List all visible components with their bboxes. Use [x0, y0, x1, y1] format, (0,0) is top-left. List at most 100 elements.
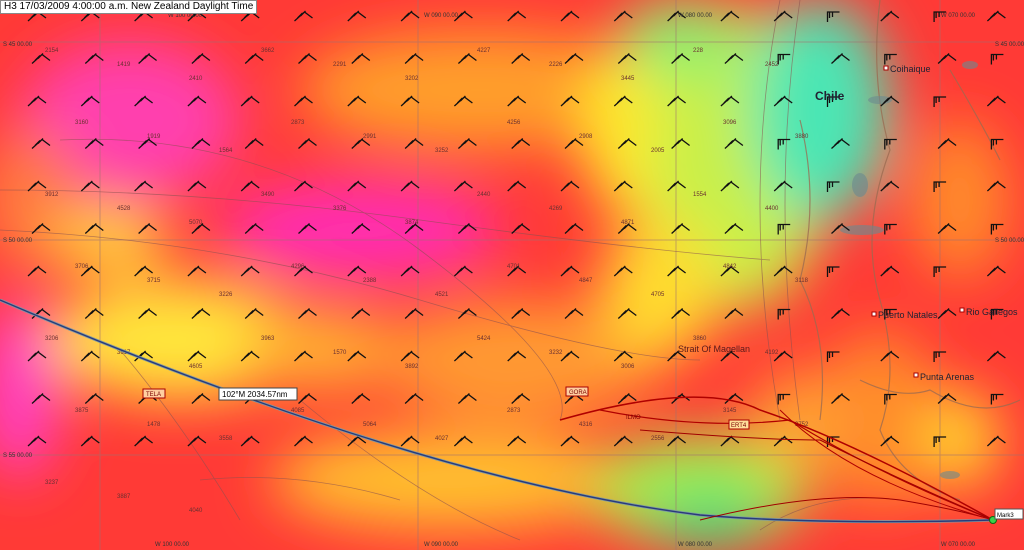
wind-barb-icon — [937, 393, 957, 404]
depth-label: 3706 — [75, 264, 89, 270]
place-label-coihaique: Coihaique — [890, 64, 931, 74]
depth-label: 4256 — [507, 120, 521, 126]
wind-barb-icon — [80, 265, 100, 277]
wind-barb-icon — [27, 95, 47, 107]
depth-label: 4528 — [117, 206, 131, 212]
wind-barb-icon — [560, 95, 580, 107]
header-datetime: H3 17/03/2009 4:00:00 — [4, 1, 106, 12]
wind-barb-icon — [294, 180, 313, 192]
wind-barb-icon — [937, 138, 957, 149]
depth-label: 2226 — [549, 62, 563, 68]
wind-barb-icon — [773, 95, 793, 107]
waypoint-ert4[interactable]: ERT4 — [731, 423, 747, 429]
wind-barb-icon — [831, 308, 850, 319]
wind-barb-icon — [671, 138, 690, 149]
wind-barb-icon — [777, 223, 791, 235]
waypoint-tela[interactable]: TELA — [146, 392, 161, 398]
depth-label: 2440 — [477, 192, 491, 198]
waypoint-gora[interactable]: GORA — [569, 390, 587, 396]
grid-label: S 50 00.00 — [995, 238, 1024, 244]
wind-barb-icon — [84, 308, 104, 319]
wind-barb-icon — [347, 350, 367, 362]
wind-barb-icon — [507, 180, 527, 192]
wind-barb-icon — [564, 138, 584, 149]
wind-barb-icon — [400, 350, 420, 362]
grid-labels: S 45 00.00 S 50 00.00 S 55 00.00 W 100 00.0… — [3, 13, 1024, 548]
waypoint-mark3[interactable]: Mark3 — [997, 513, 1014, 519]
wind-barb-icon — [453, 435, 473, 447]
wind-barb-icon — [191, 53, 211, 64]
depth-label: 4316 — [579, 422, 593, 428]
wind-barb-icon — [667, 350, 686, 362]
depth-label: 228 — [693, 48, 704, 54]
wind-barb-icon — [453, 350, 473, 362]
grid-label: W 100 00.00 — [168, 13, 203, 19]
depth-contours — [0, 0, 901, 541]
wind-barb-icon — [564, 223, 584, 234]
place-label-strait-of-magellan: Strait Of Magellan — [678, 344, 750, 354]
wind-barb-icon — [937, 53, 957, 64]
town-markers — [871, 65, 965, 378]
grid-label: W 070 00.00 — [941, 542, 976, 548]
depth-label: 3237 — [45, 480, 59, 486]
wind-barb-icon — [351, 308, 371, 319]
wind-barb-icon — [617, 308, 637, 319]
wind-barb-icon — [507, 265, 527, 277]
wind-barb-icon — [404, 53, 424, 64]
wind-barb-icon — [240, 180, 260, 192]
wind-barb-icon — [244, 223, 264, 234]
depth-label: 4847 — [579, 278, 593, 284]
waypoint-ilmo[interactable]: ILMO — [626, 415, 641, 421]
wind-barb-icon — [244, 138, 264, 149]
wind-barb-icon — [84, 138, 104, 149]
header-timezone: a.m. New Zealand Daylight Time — [108, 1, 254, 12]
wind-barb-icon — [138, 138, 157, 149]
wind-barb-icon — [880, 435, 900, 447]
wind-barb-icon — [560, 435, 580, 447]
depth-label: 4400 — [765, 206, 779, 212]
wind-barb-icon — [990, 223, 1004, 235]
depth-label: 1919 — [147, 134, 161, 140]
wind-barb-icon — [667, 435, 686, 447]
depth-label: 4192 — [765, 350, 779, 356]
grid-label: W 090 00.00 — [424, 542, 459, 548]
depth-label: 2908 — [579, 134, 593, 140]
wind-barb-icon — [400, 265, 420, 277]
wind-barb-icon — [80, 435, 100, 447]
wind-barb-icon — [453, 10, 473, 22]
wind-barb-icon — [298, 53, 317, 64]
wind-barb-icon — [724, 223, 744, 234]
depth-label: 4296 — [291, 264, 305, 270]
wind-barb-icon — [880, 10, 900, 22]
land-features — [840, 61, 978, 479]
wind-barb-icon — [347, 10, 367, 22]
wind-barb-icon — [986, 180, 1006, 192]
wind-barb-icon — [880, 180, 900, 192]
wind-barb-icon — [191, 308, 211, 319]
wind-barb-icon — [777, 393, 791, 405]
wind-barb-icon — [80, 350, 100, 362]
wind-barb-icon — [613, 350, 633, 362]
wind-barb-icon — [138, 53, 157, 64]
wind-barb-icon — [294, 350, 313, 362]
wind-barb-icon — [933, 181, 947, 192]
wind-barb-icon — [880, 265, 900, 277]
wind-barb-icon — [671, 223, 690, 234]
depth-label: 4871 — [621, 220, 635, 226]
wind-barb-icon — [773, 265, 793, 277]
wind-barb-icon — [187, 95, 207, 107]
wind-barb-icon — [457, 308, 477, 319]
wind-barb-icon — [933, 351, 947, 362]
wind-barb-icon — [884, 138, 897, 150]
wind-barb-icon — [84, 223, 104, 234]
wind-barb-icon — [138, 308, 157, 319]
wind-barb-icon — [191, 223, 211, 234]
wind-barb-icon — [884, 53, 897, 65]
wind-barb-icon — [826, 96, 840, 107]
wind-barb-icon — [453, 265, 473, 277]
wind-barb-icon — [191, 138, 211, 149]
wind-barb-icon — [31, 138, 51, 149]
wind-barb-icon — [990, 393, 1004, 405]
depth-label: 2873 — [291, 120, 305, 126]
